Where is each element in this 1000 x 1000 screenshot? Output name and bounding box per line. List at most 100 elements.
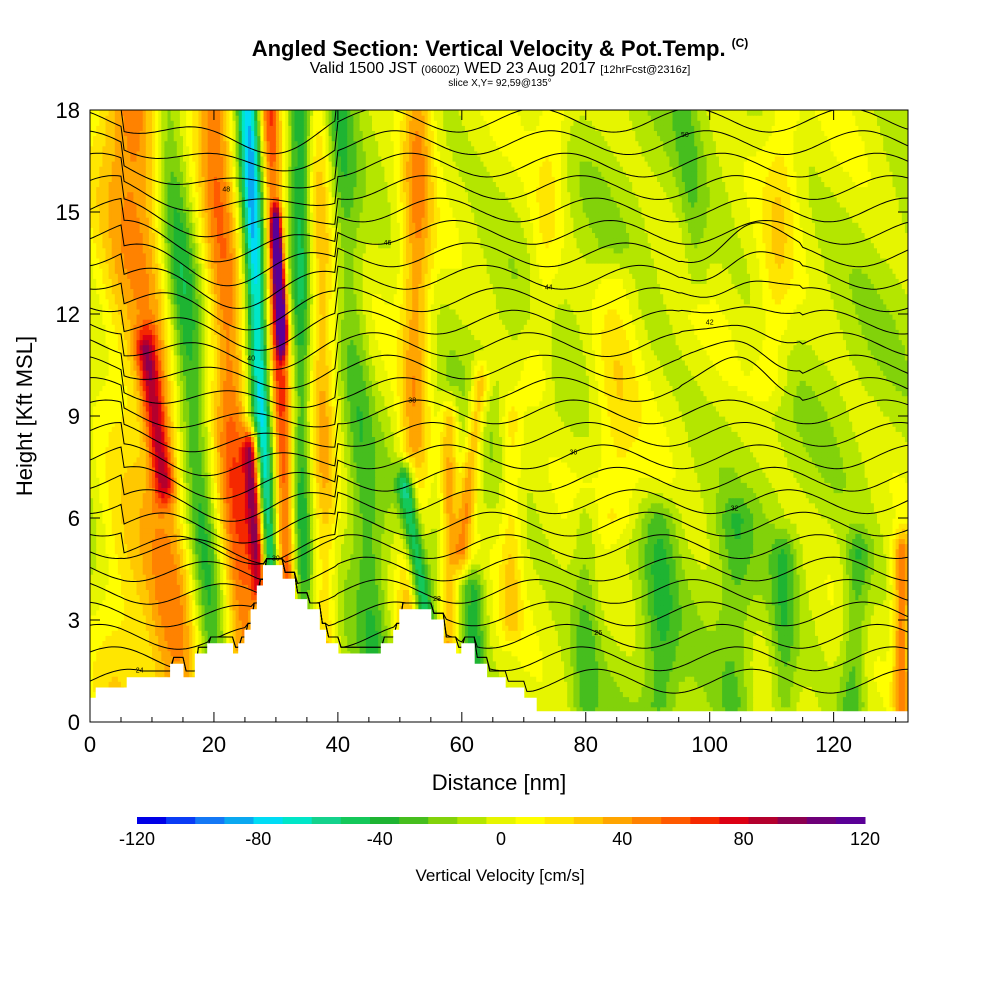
velocity-cell — [539, 676, 543, 682]
velocity-cell — [849, 650, 853, 657]
velocity-cell — [567, 691, 571, 698]
velocity-cell — [802, 696, 807, 703]
velocity-cell — [90, 691, 94, 698]
velocity-cell — [864, 660, 869, 667]
velocity-cell — [821, 655, 825, 662]
velocity-cell — [145, 655, 150, 662]
velocity-cell — [793, 696, 798, 703]
velocity-cell — [842, 676, 847, 682]
velocity-cell — [750, 671, 754, 677]
velocity-cell — [551, 701, 556, 708]
velocity-cell — [523, 655, 528, 662]
velocity-cell — [607, 686, 612, 692]
velocity-cell — [657, 665, 661, 672]
velocity-cell — [815, 645, 819, 652]
velocity-cell — [622, 701, 627, 708]
velocity-cell — [715, 655, 720, 662]
velocity-cell — [573, 706, 578, 713]
velocity-cell — [715, 660, 720, 667]
velocity-cell — [709, 660, 714, 667]
velocity-cell — [526, 665, 531, 672]
velocity-cell — [595, 660, 599, 667]
velocity-cell — [684, 645, 689, 652]
velocity-cell — [756, 706, 760, 713]
velocity-cell — [728, 706, 732, 713]
velocity-cell — [598, 650, 602, 657]
velocity-cell — [505, 665, 509, 672]
velocity-cell — [846, 691, 850, 698]
velocity-cell — [746, 681, 751, 687]
velocity-cell — [102, 660, 107, 667]
velocity-cell — [774, 701, 779, 708]
velocity-cell — [700, 665, 705, 672]
velocity-cell — [765, 701, 770, 708]
velocity-cell — [768, 660, 773, 667]
velocity-cell — [582, 696, 587, 703]
velocity-cell — [880, 665, 884, 672]
velocity-cell — [756, 645, 760, 652]
velocity-cell — [815, 701, 819, 708]
velocity-cell — [604, 650, 608, 657]
velocity-cell — [678, 660, 683, 667]
velocity-cell — [158, 650, 162, 657]
velocity-cell — [762, 691, 767, 698]
velocity-cell — [573, 665, 578, 672]
velocity-cell — [799, 655, 804, 662]
velocity-cell — [189, 650, 193, 657]
velocity-cell — [759, 701, 763, 708]
velocity-cell — [232, 645, 237, 652]
velocity-cell — [660, 676, 664, 682]
velocity-cell — [904, 665, 908, 672]
velocity-cell — [610, 645, 615, 652]
velocity-cell — [731, 691, 736, 698]
velocity-cell — [712, 650, 717, 657]
velocity-cell — [622, 650, 627, 657]
velocity-cell — [753, 691, 757, 698]
velocity-cell — [768, 655, 773, 662]
velocity-cell — [641, 650, 646, 657]
velocity-cell — [849, 696, 853, 703]
velocity-cell — [152, 671, 156, 677]
velocity-cell — [635, 645, 639, 652]
velocity-cell — [892, 660, 897, 667]
velocity-cell — [592, 676, 596, 682]
velocity-cell — [830, 701, 835, 708]
velocity-cell — [644, 655, 649, 662]
velocity-cell — [811, 701, 816, 708]
velocity-cell — [480, 655, 485, 662]
velocity-cell — [650, 645, 655, 652]
velocity-cell — [564, 676, 568, 682]
velocity-cell — [114, 655, 119, 662]
velocity-cell — [105, 665, 110, 672]
velocity-cell — [198, 650, 203, 657]
velocity-cell — [548, 706, 553, 713]
velocity-cell — [663, 706, 667, 713]
velocity-cell — [139, 671, 144, 677]
velocity-cell — [855, 706, 859, 713]
velocity-cell — [542, 691, 547, 698]
velocity-cell — [790, 671, 794, 677]
velocity-cell — [756, 686, 760, 692]
velocity-cell — [768, 681, 773, 687]
velocity-cell — [607, 681, 612, 687]
velocity-cell — [842, 691, 847, 698]
velocity-cell — [601, 706, 605, 713]
velocity-cell — [142, 660, 147, 667]
velocity-cell — [684, 686, 689, 692]
velocity-cell — [533, 660, 537, 667]
velocity-cell — [750, 691, 754, 698]
velocity-cell — [793, 686, 798, 692]
velocity-cell — [564, 701, 568, 708]
velocity-cell — [781, 691, 785, 698]
velocity-cell — [155, 640, 159, 647]
velocity-cell — [90, 650, 94, 657]
velocity-cell — [898, 686, 903, 692]
velocity-cell — [564, 655, 568, 662]
velocity-cell — [365, 640, 370, 647]
velocity-cell — [653, 681, 658, 687]
velocity-cell — [669, 660, 674, 667]
velocity-cell — [610, 686, 615, 692]
velocity-cell — [657, 660, 661, 667]
velocity-cell — [660, 681, 664, 687]
